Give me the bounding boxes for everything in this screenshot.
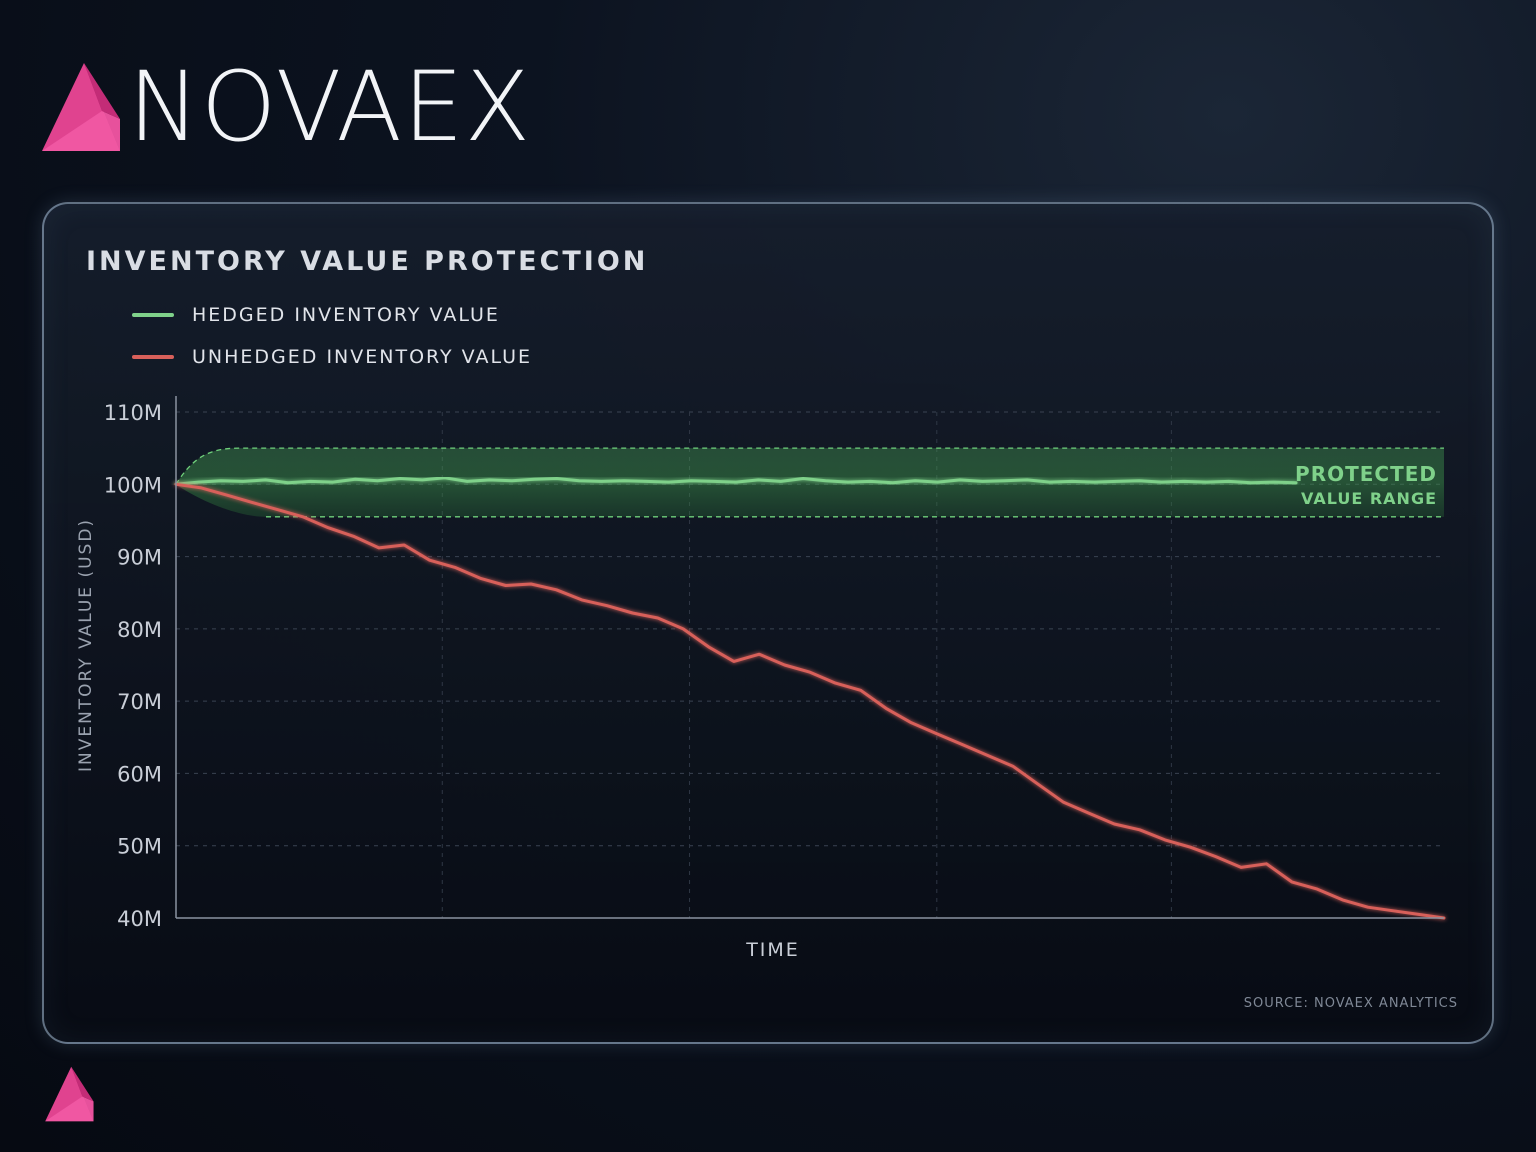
band-label-line1: PROTECTED bbox=[1295, 462, 1437, 486]
source-note: SOURCE: NOVAEX ANALYTICS bbox=[1243, 996, 1458, 1011]
y-tick-label: 70M bbox=[117, 690, 162, 714]
y-axis-label: INVENTORY VALUE (USD) bbox=[76, 518, 96, 772]
protected-band-fill bbox=[176, 448, 1444, 517]
y-tick-label: 60M bbox=[117, 762, 162, 786]
legend-swatch-hedged bbox=[132, 313, 174, 317]
chart-title: INVENTORY VALUE PROTECTION bbox=[86, 246, 649, 277]
x-axis-label: TIME bbox=[745, 939, 800, 961]
legend-label-hedged: HEDGED INVENTORY VALUE bbox=[192, 304, 500, 326]
axis-labels: 110M 100M 90M 80M 70M 60M 50M 40M TIME INVENTORY … bbox=[76, 401, 800, 961]
y-tick-label: 90M bbox=[117, 546, 162, 570]
pink-prism-icon bbox=[45, 1066, 94, 1122]
brand-header: NOVAEX bbox=[40, 52, 531, 162]
hedged-series-line bbox=[174, 476, 1298, 486]
legend-item-hedged: HEDGED INVENTORY VALUE bbox=[132, 304, 500, 326]
pink-prism-icon bbox=[42, 63, 120, 151]
axes bbox=[175, 396, 1444, 919]
chart-panel bbox=[42, 202, 1494, 1044]
y-tick-label: 80M bbox=[117, 618, 162, 642]
brand-name: NOVAEX bbox=[128, 51, 532, 163]
y-tick-label: 100M bbox=[104, 473, 162, 497]
legend-swatch-unhedged bbox=[132, 355, 174, 359]
legend-label-unhedged: UNHEDGED INVENTORY VALUE bbox=[192, 346, 532, 368]
y-tick-label: 40M bbox=[117, 907, 162, 931]
y-tick-label: 110M bbox=[104, 401, 162, 425]
series-lines bbox=[174, 476, 1446, 920]
legend-item-unhedged: UNHEDGED INVENTORY VALUE bbox=[132, 346, 532, 368]
protected-band: PROTECTED VALUE RANGE bbox=[175, 447, 1444, 518]
band-upper-bound bbox=[175, 447, 1444, 485]
band-label-line2: VALUE RANGE bbox=[1301, 489, 1437, 508]
y-tick-label: 50M bbox=[117, 835, 162, 859]
unhedged-series-line bbox=[174, 482, 1446, 920]
